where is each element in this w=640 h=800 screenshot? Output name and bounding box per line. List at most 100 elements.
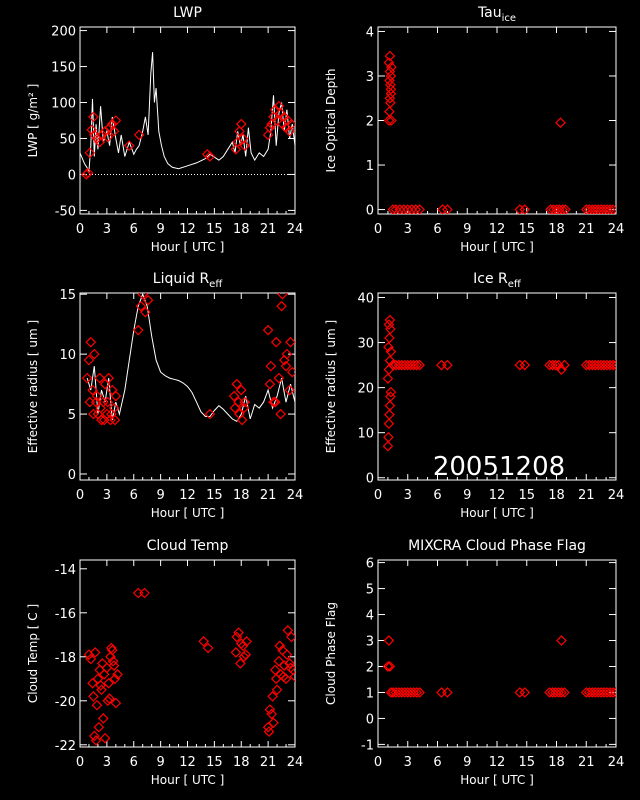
liquid-reff-x-tick-label: 24 [287,488,304,503]
phase-flag-data-point [442,687,453,698]
phase-flag-plot-area [382,635,616,698]
ice-reff-x-tick-label: 3 [404,488,412,503]
tau-ice-data-point [519,204,531,214]
liquid-reff-data-point [235,384,247,396]
tau-ice-data-point [402,204,414,214]
cloud-temp-data-point [230,647,242,658]
cloud-temp-data-point [106,642,117,654]
cloud-temp-data-point [231,631,243,643]
cloud-temp-data-point [95,680,106,691]
ice-reff-data-point [382,440,394,452]
lwp-data-point [102,131,114,143]
cloud-temp-data-point [90,735,102,746]
cloud-temp-data-point [235,658,246,669]
cloud-temp-y-tick-label: -14 [55,563,76,578]
cloud-temp-data-point [97,713,109,724]
ice-reff-data-point [610,359,616,371]
cloud-temp-data-point [109,673,121,685]
cloud-temp-y-tick-label: -20 [55,695,76,710]
cloud-temp-data-point [105,651,116,663]
lwp-y-tick-label: 150 [51,61,76,76]
liquid-reff-data-point [281,348,293,360]
liquid-reff-data-point [102,396,114,408]
lwp-data-point [271,115,283,126]
phase-flag-x-tick-label: 12 [489,755,506,770]
tau-ice-x-axis-label: Hour [ UTC ] [460,240,534,254]
cloud-temp-x-axis-label: Hour [ UTC ] [151,773,225,787]
phase-flag-data-point [607,687,616,698]
tau-ice-plot-area [383,50,616,214]
phase-flag-y-tick-label: 5 [366,583,374,598]
phase-flag-x-tick-label: 24 [608,755,625,770]
liquid-reff-y-axis-label: Effective radius [ um ] [26,320,40,453]
ice-reff-data-point [559,359,570,371]
cloud-temp-data-point [110,697,122,709]
lwp-data-point [284,125,295,137]
cloud-temp-data-point [99,732,111,744]
liquid-reff-data-point [142,294,154,306]
liquid-reff-data-point [275,408,287,420]
cloud-temp-data-point [289,671,295,682]
cloud-temp-data-point [240,649,252,660]
liquid-reff-data-point [94,372,106,384]
liquid-reff-data-point [233,396,244,408]
tau-ice-data-point [385,97,396,109]
liquid-reff-data-point [87,384,98,396]
tau-ice-data-point [390,204,402,214]
panel-cloud-temp: 0 3 6 9 12 15 18 21 24 -22 -20 -18 -16 -14 Cloud Temp H… [26,538,303,787]
lwp-x-tick-label: 6 [130,222,138,237]
ice-reff-x-tick-label: 9 [463,488,471,503]
ice-reff-data-point [384,409,395,421]
lwp-series-line [80,52,295,173]
tau-ice-y-tick-label: 0 [366,204,374,219]
liquid-reff-data-point [132,324,144,336]
phase-flag-y-tick-label: 4 [366,609,374,624]
phase-flag-data-point [382,661,394,672]
ice-reff-data-point [442,359,453,371]
liquid-reff-data-point [264,378,276,390]
ice-reff-data-point [385,391,396,402]
phase-flag-y-tick-label: -1 [361,738,374,753]
lwp-data-point [262,129,274,141]
cloud-temp-y-tick-label: -18 [55,651,76,666]
phase-flag-x-tick-label: 18 [548,755,565,770]
panel-ice-reff: 0 3 6 9 12 15 18 21 24 0 10 20 30 40 Ice Reff Hour [ UT… [324,271,624,520]
panel-liquid-reff: 0 3 6 9 12 15 18 21 24 0 5 10 15 Liquid Reff Hour [ UT… [26,271,303,520]
cloud-temp-data-point [88,730,100,742]
liquid-reff-plot-area [81,293,295,426]
liquid-reff-x-tick-label: 3 [103,488,111,503]
liquid-reff-data-point [84,396,96,408]
liquid-reff-data-point [286,366,295,378]
phase-flag-data-point [556,687,567,698]
ice-reff-data-point [514,359,526,371]
liquid-reff-data-point [265,360,277,372]
cloud-temp-title: Cloud Temp [147,538,229,554]
cloud-temp-x-tick-label: 21 [260,755,277,770]
liquid-reff-data-point [277,293,288,300]
ice-reff-x-tick-label: 12 [489,488,506,503]
lwp-data-point [108,125,120,137]
cloud-temp-data-point [85,653,97,665]
cloud-temp-x-tick-label: 24 [287,755,304,770]
tau-ice-data-point [384,50,396,62]
tau-ice-data-point [555,117,566,129]
cloud-temp-data-point [97,658,108,669]
liquid-reff-data-point [270,336,282,348]
phase-flag-data-point [514,687,526,698]
cloud-temp-data-point [274,640,286,652]
tau-ice-x-tick-label: 18 [548,222,565,237]
lwp-data-point [230,143,242,155]
cloud-temp-data-point [112,669,123,680]
tau-ice-data-point [604,204,616,214]
phase-flag-x-tick-label: 0 [374,755,382,770]
liquid-reff-x-tick-label: 0 [76,488,84,503]
cloud-temp-data-point [273,655,285,667]
lwp-data-point [239,140,251,152]
phase-flag-data-point [414,687,425,698]
liquid-reff-data-point [135,300,147,312]
cloud-temp-data-point [282,625,294,636]
ice-reff-data-point [414,359,425,371]
lwp-x-tick-label: 12 [179,222,196,237]
phase-flag-x-tick-label: 15 [518,755,535,770]
